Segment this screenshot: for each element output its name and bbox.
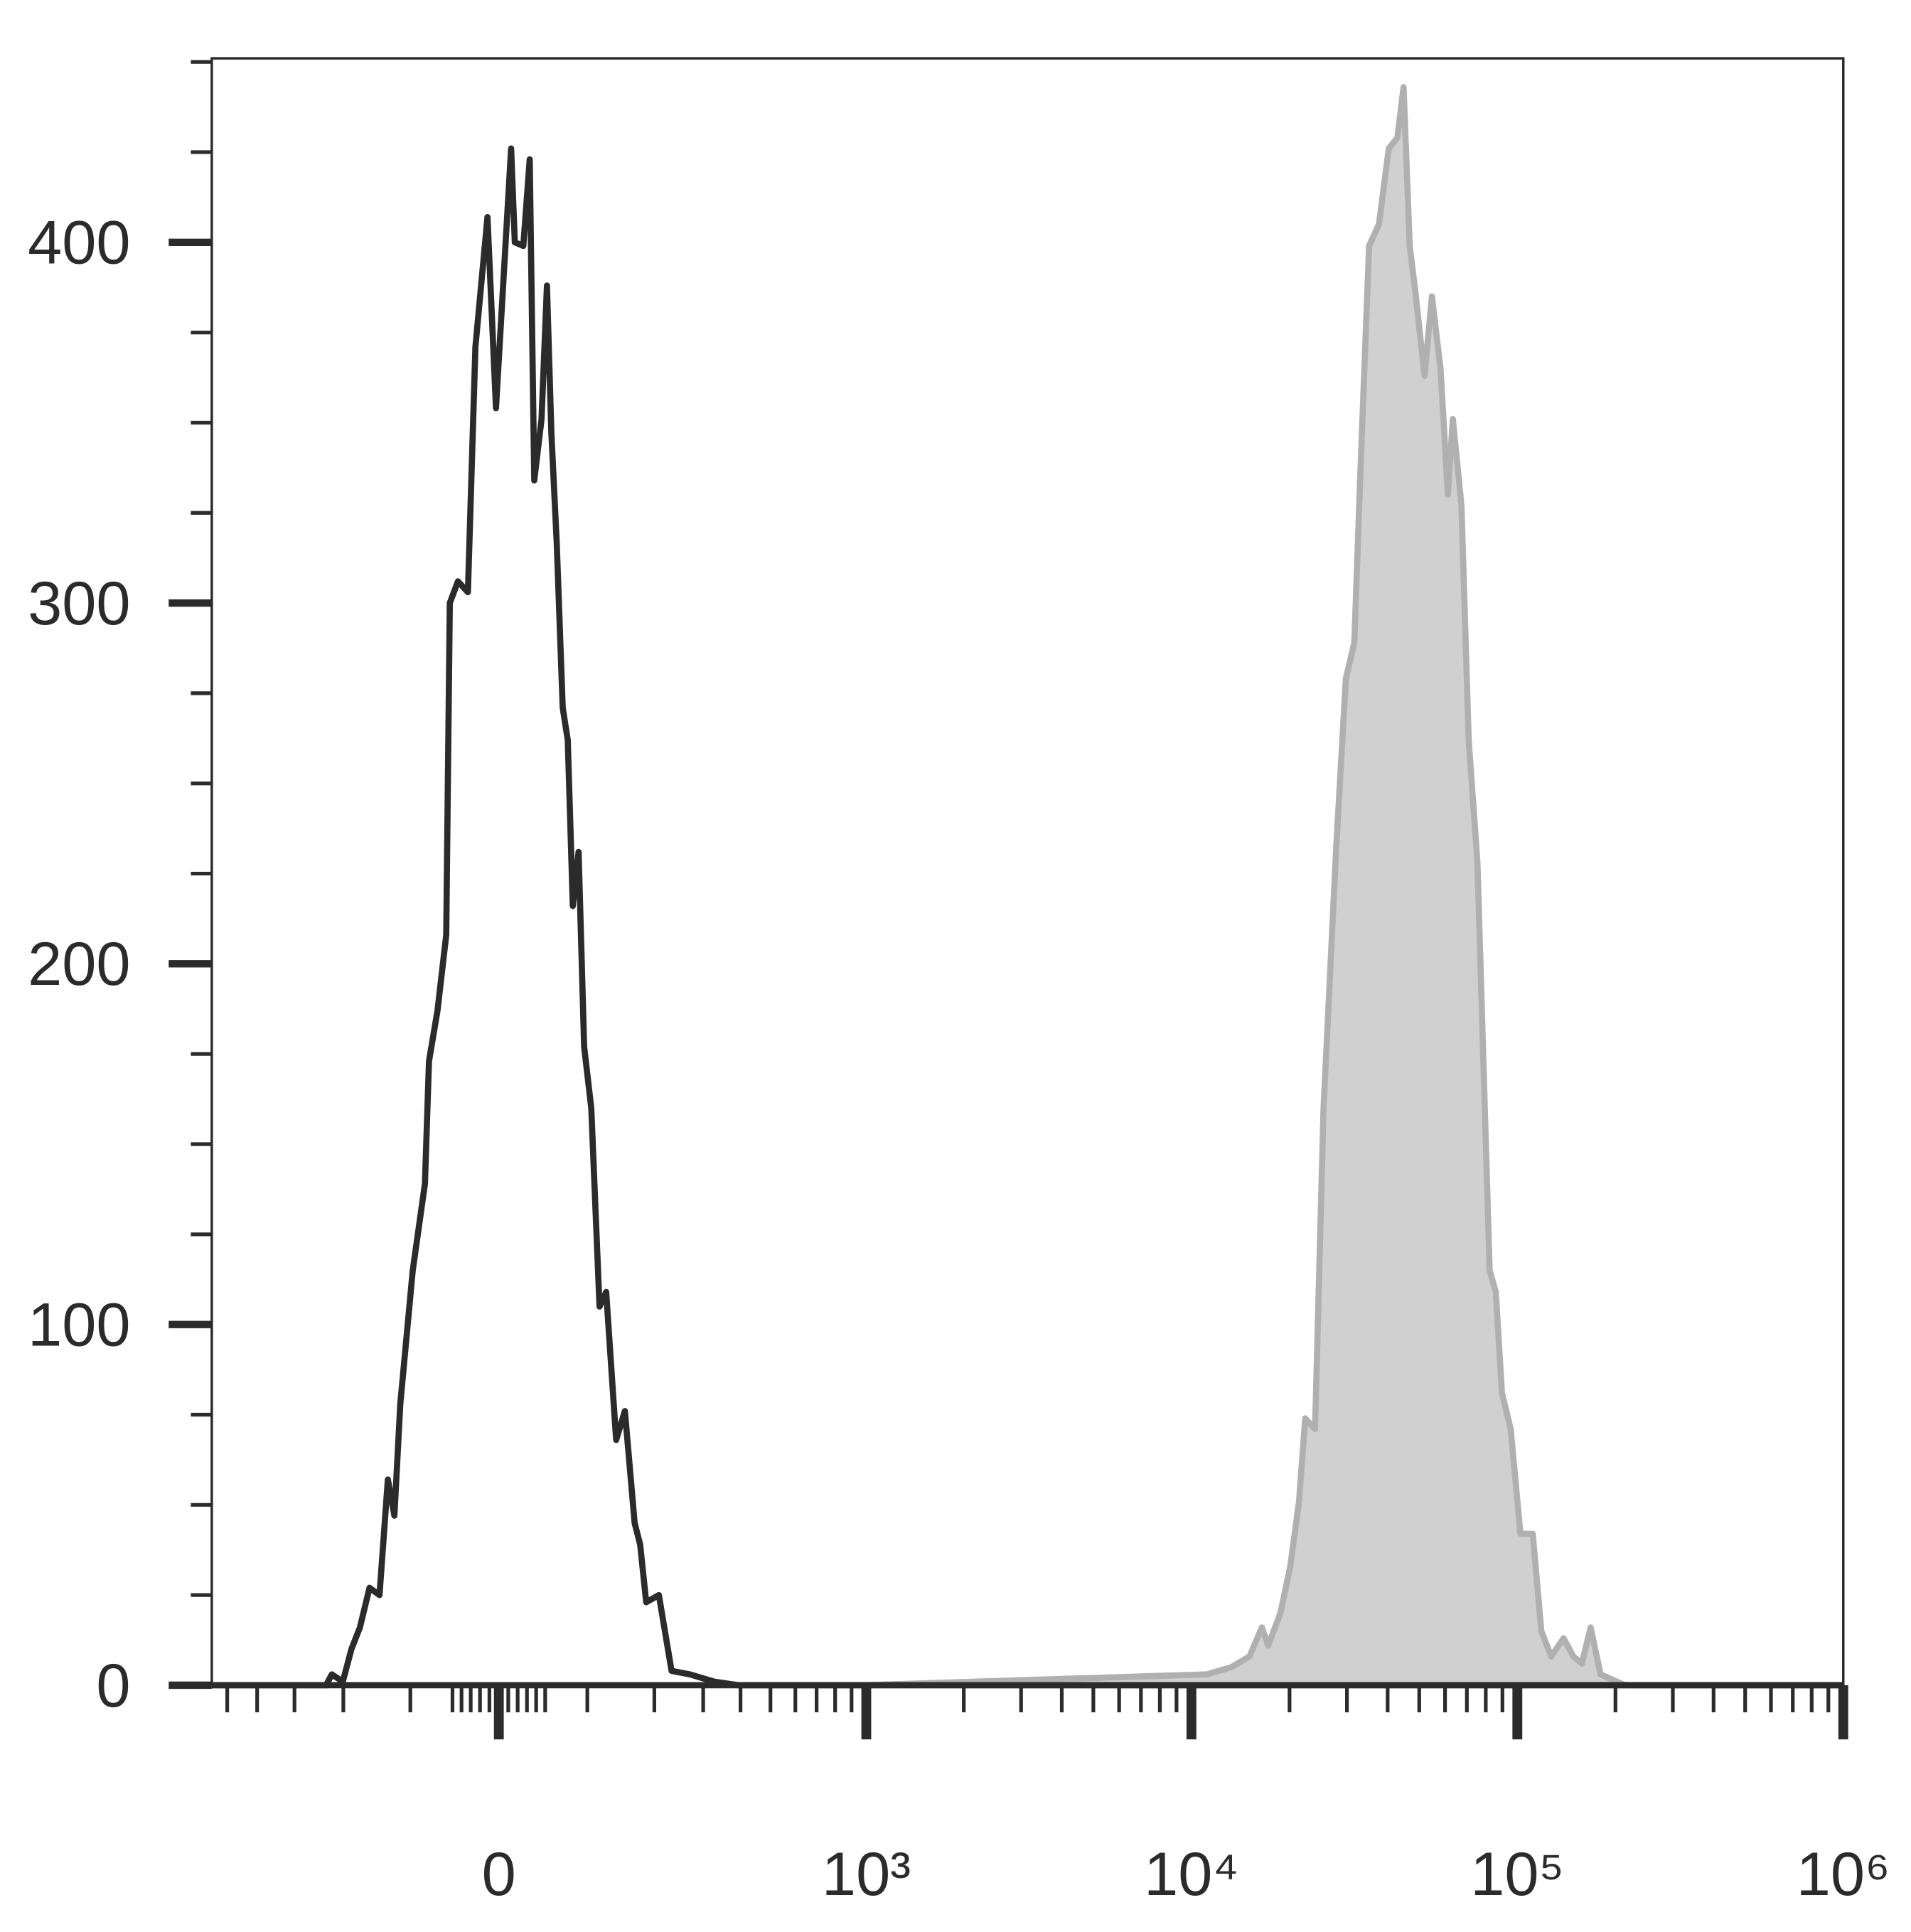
- y-tick-label: 100: [28, 1291, 130, 1359]
- x-tick-label: 10⁵: [1470, 1840, 1564, 1909]
- histogram-line: [211, 84, 1843, 1689]
- y-tick-label: 0: [96, 1652, 130, 1720]
- y-tick-label: 400: [28, 209, 130, 277]
- histogram-line: [211, 145, 1843, 1689]
- x-tick-label: 10⁴: [1144, 1840, 1239, 1909]
- x-tick-label: 0: [482, 1840, 516, 1909]
- y-tick-label: 300: [28, 570, 130, 638]
- plot-frame: [210, 57, 1845, 1687]
- x-tick-label: 10³: [822, 1840, 911, 1909]
- x-tick-label: 10⁶: [1797, 1840, 1890, 1909]
- y-tick-label: 200: [28, 930, 130, 998]
- histogram-area: [211, 87, 1843, 1685]
